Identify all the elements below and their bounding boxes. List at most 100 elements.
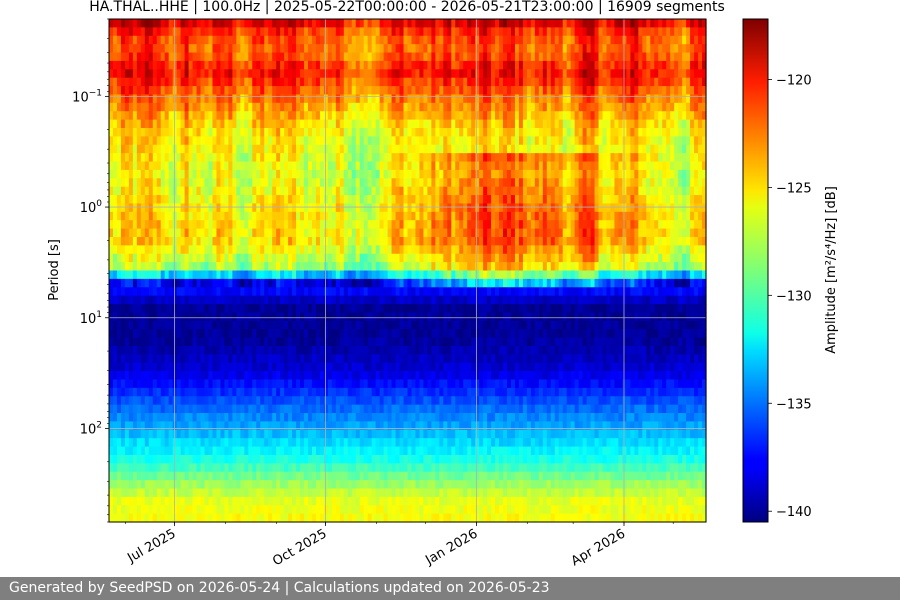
heatmap-cell xyxy=(132,236,138,246)
heatmap-cell xyxy=(419,119,425,129)
heatmap-cell xyxy=(252,119,257,129)
heatmap-cell xyxy=(228,513,233,523)
heatmap-cell xyxy=(319,60,325,70)
heatmap-cell xyxy=(164,127,170,137)
heatmap-cell xyxy=(156,111,162,121)
heatmap-cell xyxy=(156,295,162,305)
heatmap-cell xyxy=(415,287,421,297)
heatmap-cell xyxy=(280,52,285,62)
heatmap-cell xyxy=(188,153,194,163)
heatmap-cell xyxy=(327,312,333,322)
heatmap-cell xyxy=(168,362,174,372)
heatmap-cell xyxy=(176,111,182,121)
heatmap-cell xyxy=(109,354,114,364)
heatmap-cell xyxy=(292,245,297,255)
heatmap-cell xyxy=(192,454,198,464)
heatmap-cell xyxy=(148,169,154,179)
heatmap-cell xyxy=(256,371,261,381)
heatmap-cell xyxy=(319,471,325,481)
heatmap-cell xyxy=(208,505,214,515)
heatmap-cell xyxy=(200,169,206,179)
heatmap-cell xyxy=(335,245,341,255)
heatmap-cell xyxy=(192,220,198,230)
heatmap-cell xyxy=(311,379,317,389)
heatmap-cell xyxy=(164,102,170,112)
heatmap-cell xyxy=(391,278,397,288)
heatmap-cell xyxy=(244,379,249,389)
heatmap-cell xyxy=(311,295,317,305)
heatmap-cell xyxy=(323,262,329,272)
heatmap-cell xyxy=(276,480,281,490)
heatmap-cell xyxy=(351,69,357,79)
heatmap-cell xyxy=(204,35,210,45)
heatmap-cell xyxy=(391,329,397,339)
heatmap-cell xyxy=(308,329,313,339)
heatmap-cell xyxy=(292,153,297,163)
heatmap-cell xyxy=(200,287,206,297)
heatmap-cell xyxy=(160,111,166,121)
heatmap-cell xyxy=(208,111,214,121)
heatmap-cell xyxy=(192,228,198,238)
heatmap-cell xyxy=(120,127,126,137)
heatmap-cell xyxy=(308,337,313,347)
heatmap-cell xyxy=(375,253,381,263)
heatmap-cell xyxy=(292,387,297,397)
heatmap-cell xyxy=(399,69,405,79)
heatmap-cell xyxy=(152,463,158,473)
heatmap-cell xyxy=(200,421,206,431)
heatmap-cell xyxy=(407,463,413,473)
heatmap-cell xyxy=(311,421,317,431)
heatmap-cell xyxy=(276,262,281,272)
heatmap-cell xyxy=(296,379,301,389)
heatmap-cell xyxy=(196,245,202,255)
heatmap-cell xyxy=(168,387,174,397)
heatmap-cell xyxy=(252,69,257,79)
heatmap-cell xyxy=(292,203,297,213)
heatmap-cell xyxy=(319,295,325,305)
heatmap-cell xyxy=(431,463,436,473)
heatmap-cell xyxy=(331,60,337,70)
heatmap-cell xyxy=(399,413,405,422)
heatmap-cell xyxy=(264,228,269,238)
heatmap-cell xyxy=(339,295,345,305)
heatmap-cell xyxy=(383,178,389,188)
heatmap-cell xyxy=(311,236,317,246)
heatmap-cell xyxy=(415,471,421,481)
heatmap-cell xyxy=(327,362,333,372)
heatmap-cell xyxy=(399,102,405,112)
heatmap-cell xyxy=(168,178,174,188)
heatmap-cell xyxy=(132,102,138,112)
heatmap-cell xyxy=(188,270,194,280)
heatmap-cell xyxy=(260,354,265,364)
heatmap-cell xyxy=(363,396,369,406)
heatmap-cell xyxy=(327,379,333,389)
heatmap-cell xyxy=(339,396,345,406)
heatmap-cell xyxy=(423,52,428,62)
heatmap-cell xyxy=(220,471,226,481)
heatmap-cell xyxy=(288,438,293,448)
heatmap-cell xyxy=(220,454,226,464)
heatmap-cell xyxy=(339,371,345,381)
heatmap-cell xyxy=(236,488,241,498)
heatmap-cell xyxy=(379,136,385,146)
heatmap-cell xyxy=(232,387,237,397)
heatmap-cell xyxy=(204,245,210,255)
heatmap-cell xyxy=(339,505,345,515)
heatmap-cell xyxy=(192,60,198,70)
heatmap-cell xyxy=(244,404,249,414)
heatmap-cell xyxy=(288,19,293,28)
heatmap-cell xyxy=(188,228,194,238)
heatmap-cell xyxy=(188,253,194,263)
heatmap-cell xyxy=(387,195,393,205)
heatmap-cell xyxy=(375,505,381,515)
heatmap-cell xyxy=(208,203,214,213)
heatmap-cell xyxy=(343,262,349,272)
heatmap-cell xyxy=(319,287,325,297)
heatmap-cell xyxy=(347,396,353,406)
heatmap-cell xyxy=(252,60,257,70)
heatmap-cell xyxy=(280,203,285,213)
heatmap-cell xyxy=(300,86,305,96)
heatmap-cell xyxy=(264,195,269,205)
heatmap-cell xyxy=(140,429,146,439)
heatmap-cell xyxy=(407,169,413,179)
